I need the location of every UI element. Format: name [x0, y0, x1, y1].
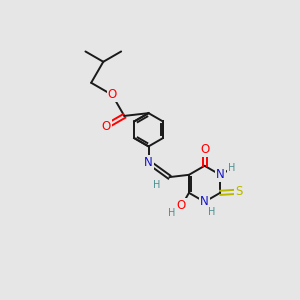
Text: H: H — [168, 208, 176, 218]
Text: H: H — [153, 180, 160, 190]
Text: O: O — [102, 120, 111, 133]
Text: O: O — [177, 199, 186, 212]
Text: N: N — [144, 156, 153, 169]
Text: H: H — [208, 207, 216, 217]
Text: S: S — [235, 185, 242, 198]
Text: H: H — [228, 163, 236, 173]
Text: O: O — [200, 143, 209, 156]
Text: N: N — [216, 168, 225, 181]
Text: O: O — [107, 88, 117, 101]
Text: N: N — [200, 195, 209, 208]
